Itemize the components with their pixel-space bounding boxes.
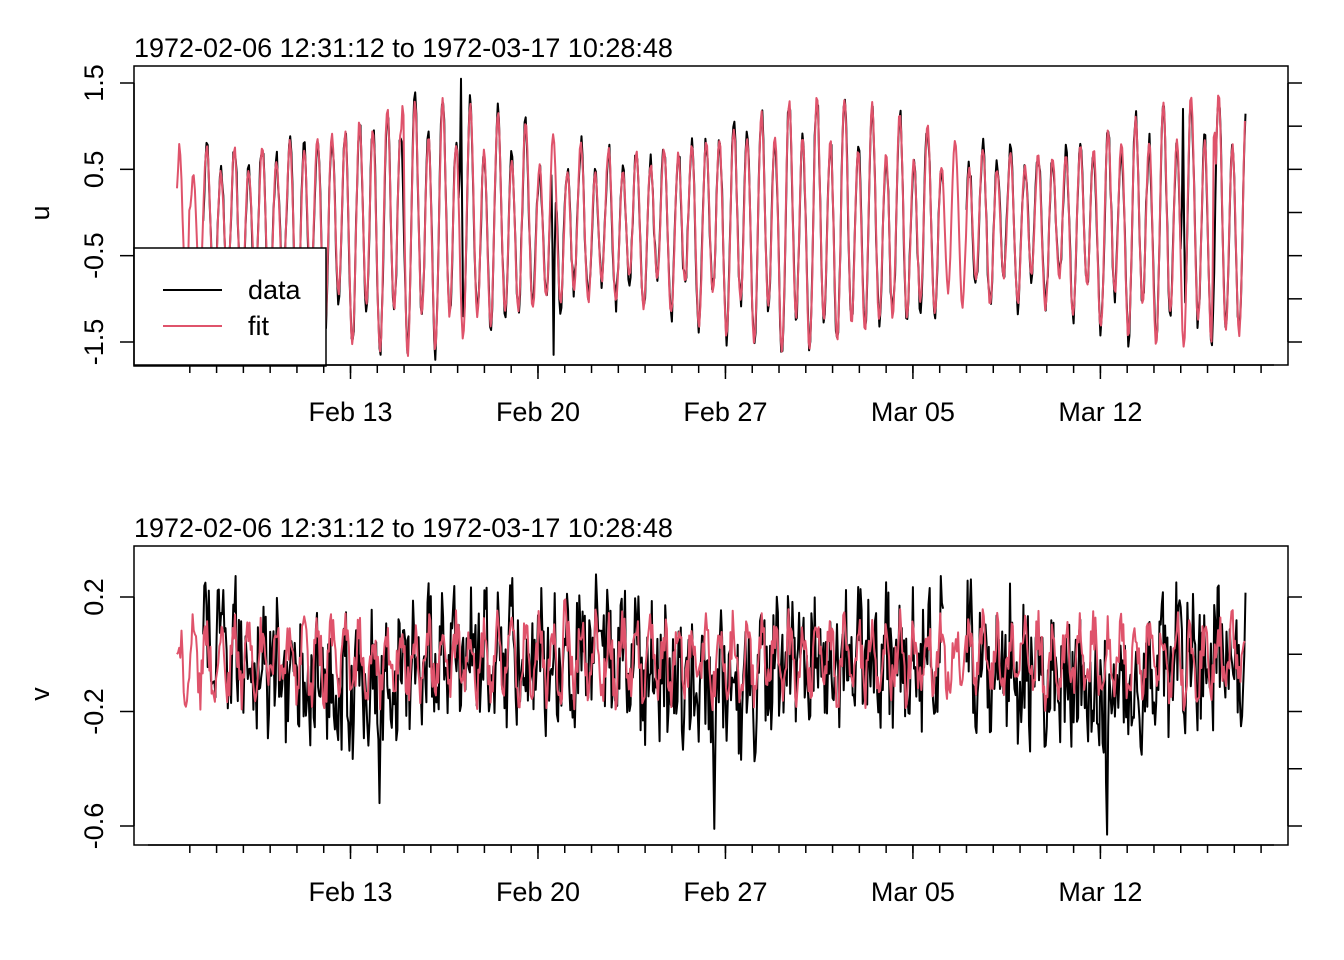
v-plot-frame xyxy=(133,545,1289,846)
v-panel: 1972-02-06 12:31:12 to 1972-03-17 10:28:… xyxy=(25,513,1302,907)
u-x-tick-label: Feb 13 xyxy=(308,397,392,427)
v-y-tick-label: 0.2 xyxy=(79,578,109,616)
u-y-tick-label: -0.5 xyxy=(79,232,109,279)
u-chart-title: 1972-02-06 12:31:12 to 1972-03-17 10:28:… xyxy=(134,33,673,63)
v-series-fit-line xyxy=(176,598,1246,712)
u-series-fit-line xyxy=(176,94,1246,357)
u-legend-data-label: data xyxy=(248,275,302,305)
v-y-tick-label: -0.6 xyxy=(79,803,109,850)
u-plot-frame xyxy=(133,65,1289,366)
v-y-tick-label: -0.2 xyxy=(79,688,109,735)
u-panel: 1972-02-06 12:31:12 to 1972-03-17 10:28:… xyxy=(25,33,1302,427)
u-legend-box xyxy=(133,247,327,367)
u-legend-fit-label: fit xyxy=(248,311,270,341)
v-y-axis-label: v xyxy=(25,687,55,701)
u-y-tick-label: 1.5 xyxy=(79,64,109,102)
v-x-tick-label: Mar 12 xyxy=(1058,877,1142,907)
u-y-tick-label: 0.5 xyxy=(79,151,109,189)
u-y-axis-label: u xyxy=(25,205,55,220)
v-x-tick-label: Mar 05 xyxy=(871,877,955,907)
u-legend: data fit xyxy=(133,247,327,367)
v-x-tick-label: Feb 13 xyxy=(308,877,392,907)
v-chart-title: 1972-02-06 12:31:12 to 1972-03-17 10:28:… xyxy=(134,513,673,543)
v-x-tick-label: Feb 20 xyxy=(496,877,580,907)
v-x-tick-label: Feb 27 xyxy=(683,877,767,907)
u-x-tick-label: Feb 20 xyxy=(496,397,580,427)
u-x-tick-label: Mar 12 xyxy=(1058,397,1142,427)
u-y-tick-label: -1.5 xyxy=(79,319,109,366)
u-x-tick-label: Feb 27 xyxy=(683,397,767,427)
u-x-tick-label: Mar 05 xyxy=(871,397,955,427)
v-series-layer xyxy=(176,573,1247,836)
